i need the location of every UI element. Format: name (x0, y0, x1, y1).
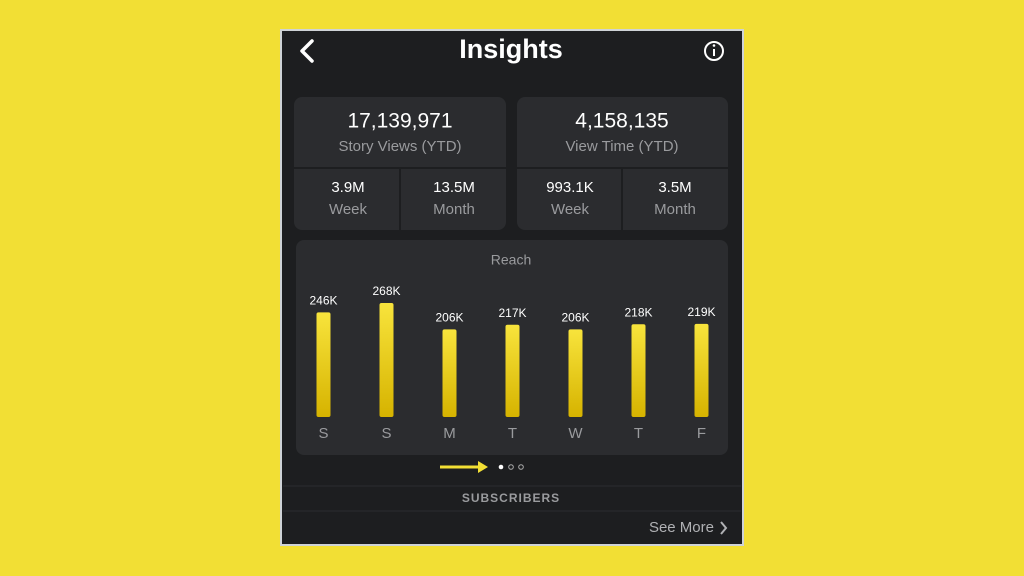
x-tick-label: S (381, 425, 391, 442)
stat-value: 993.1K (546, 179, 594, 196)
page-title: Insights (459, 34, 563, 64)
value-label: 206K (435, 311, 463, 325)
card-label: View Time (YTD) (565, 138, 678, 155)
stat-label: Week (551, 201, 590, 218)
chart: 246K S 268K S 206K M 217K T 206K W 218K T 219K F (309, 284, 715, 442)
bar (631, 324, 646, 417)
stat-label: Month (433, 201, 475, 218)
stat-label: Month (654, 201, 696, 218)
value-label: 218K (624, 305, 652, 319)
bar (379, 303, 394, 417)
x-tick-label: F (697, 425, 706, 442)
stat-card (517, 97, 728, 230)
stat-value: 3.5M (658, 179, 691, 196)
bar (505, 324, 520, 417)
value-label: 219K (687, 305, 715, 319)
link-label[interactable]: See More (649, 519, 714, 536)
back-button[interactable] (300, 39, 314, 63)
card-label: Story Views (YTD) (338, 138, 461, 155)
bar (568, 329, 583, 417)
x-tick-label: S (318, 425, 328, 442)
card-total: 4,158,135 (575, 110, 668, 133)
value-label: 246K (309, 294, 337, 308)
section-title: SUBSCRIBERS (462, 491, 560, 505)
chart-title: Reach (491, 252, 531, 268)
bar (694, 323, 709, 417)
stat-label: Week (329, 201, 368, 218)
stat-card (294, 97, 506, 230)
x-tick-label: T (508, 425, 517, 442)
card-total: 17,139,971 (347, 110, 452, 133)
bar (316, 312, 331, 417)
see-more-link[interactable]: See More (649, 519, 728, 536)
value-label: 217K (498, 306, 526, 320)
page-indicator (440, 461, 524, 473)
x-tick-label: M (443, 425, 456, 442)
value-label: 206K (561, 311, 589, 325)
x-tick-label: W (568, 425, 583, 442)
info-button[interactable] (704, 41, 724, 61)
stat-value: 3.9M (331, 179, 364, 196)
value-label: 268K (372, 284, 400, 298)
stat-value: 13.5M (433, 179, 475, 196)
x-tick-label: T (634, 425, 643, 442)
bar (442, 329, 457, 417)
